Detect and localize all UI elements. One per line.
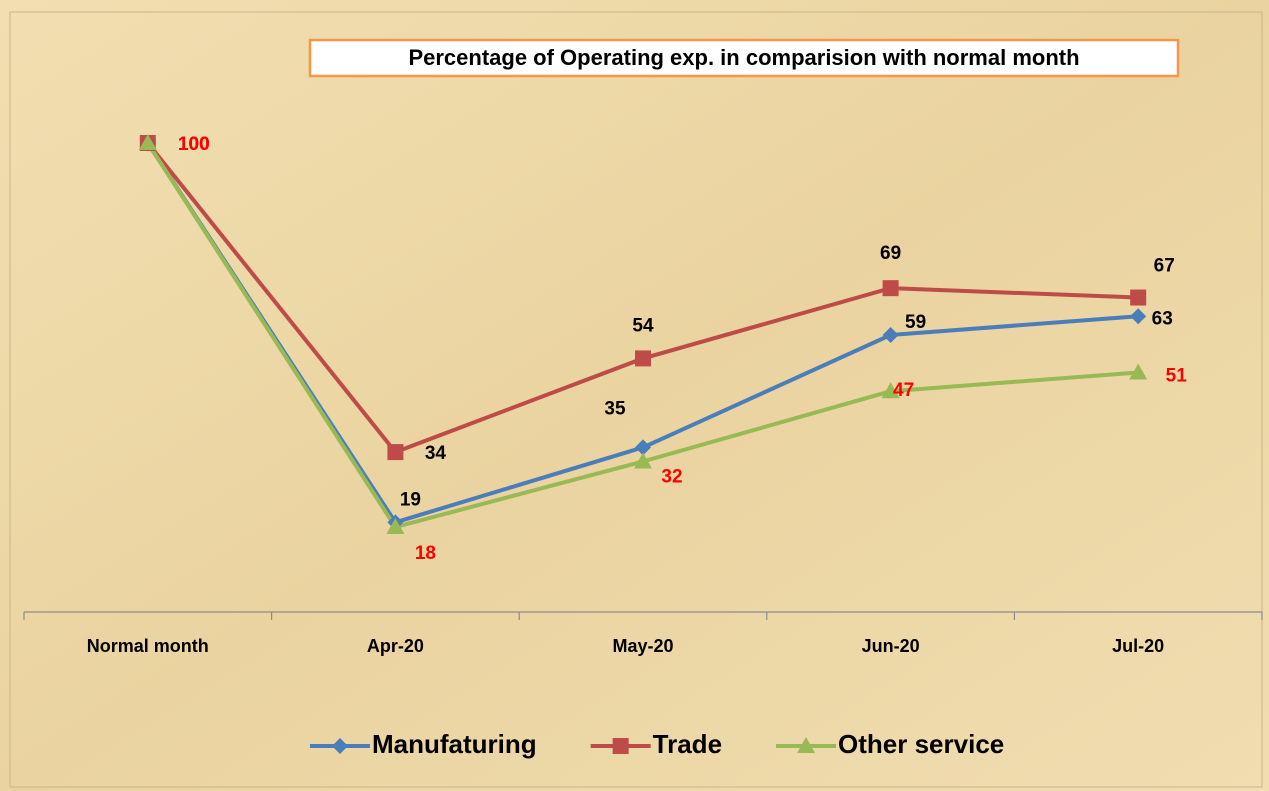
data-label: 34 xyxy=(425,443,447,464)
legend-marker xyxy=(612,738,629,754)
data-label: 32 xyxy=(661,466,682,487)
x-tick-label: Normal month xyxy=(87,636,209,656)
data-label: 19 xyxy=(400,489,421,510)
legend-label: Manufaturing xyxy=(372,729,537,759)
legend-label: Trade xyxy=(653,729,722,759)
data-label: 54 xyxy=(632,315,654,336)
chart-title: Percentage of Operating exp. in comparis… xyxy=(408,45,1079,70)
x-tick-label: May-20 xyxy=(612,636,673,656)
marker xyxy=(635,439,651,456)
marker xyxy=(387,444,404,461)
data-label: 59 xyxy=(905,312,926,333)
marker xyxy=(386,518,405,535)
data-label: 100 xyxy=(178,134,210,155)
marker xyxy=(881,382,900,399)
legend-label: Other service xyxy=(838,729,1004,759)
marker xyxy=(1130,289,1147,306)
data-label: 63 xyxy=(1152,308,1173,329)
marker xyxy=(882,327,899,344)
marker xyxy=(1130,308,1147,325)
chart-border xyxy=(9,11,1263,788)
marker xyxy=(634,452,652,469)
data-label: 100 xyxy=(178,134,210,155)
title-box xyxy=(308,38,1180,78)
x-tick-label: Apr-20 xyxy=(367,636,424,656)
data-label: 47 xyxy=(893,380,914,401)
legend-marker xyxy=(332,738,348,754)
x-tick-label: Jun-20 xyxy=(862,636,920,656)
data-label: 100 xyxy=(178,134,210,155)
data-label: 69 xyxy=(880,243,901,264)
marker xyxy=(882,280,899,297)
data-label: 51 xyxy=(1166,365,1188,386)
data-label: 67 xyxy=(1154,256,1175,277)
x-tick-label: Jul-20 xyxy=(1112,636,1164,656)
marker xyxy=(138,134,157,150)
legend-marker xyxy=(797,737,816,753)
data-label: 35 xyxy=(604,398,626,419)
data-label: 18 xyxy=(415,543,436,564)
marker xyxy=(1129,363,1148,380)
marker xyxy=(635,350,651,367)
